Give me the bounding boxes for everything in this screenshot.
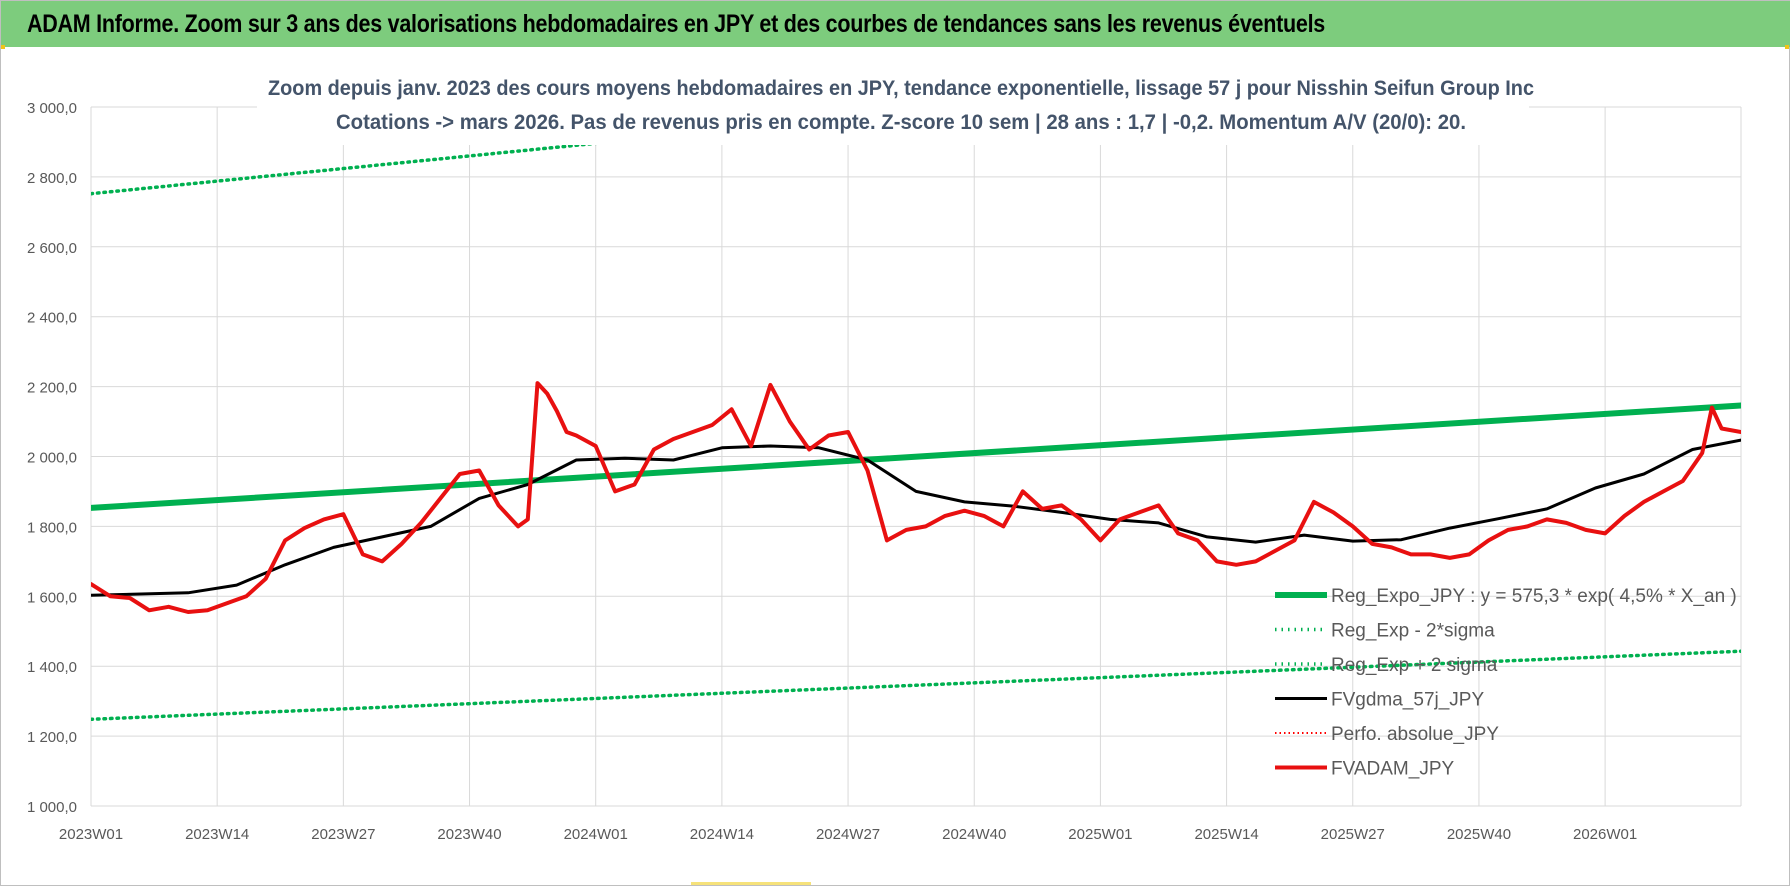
banner-title: ADAM Informe. Zoom sur 3 ans des valoris…	[27, 9, 1326, 38]
corner-marker-right	[1785, 45, 1789, 49]
x-tick-label: 2023W01	[59, 826, 123, 843]
y-tick-label: 3 000,0	[27, 100, 77, 117]
y-tick-label: 2 000,0	[27, 450, 77, 467]
x-tick-label: 2025W01	[1068, 826, 1132, 843]
y-tick-label: 1 200,0	[27, 729, 77, 746]
x-tick-label: 2023W40	[437, 826, 501, 843]
legend-label: Reg_Expo_JPY : y = 575,3 * exp( 4,5% * X…	[1331, 586, 1737, 607]
x-tick-label: 2024W40	[942, 826, 1006, 843]
legend-label: Reg_Exp + 2 sigma	[1331, 655, 1498, 676]
fvgdma-line	[91, 438, 1741, 597]
y-tick-label: 2 600,0	[27, 240, 77, 257]
report-banner: ADAM Informe. Zoom sur 3 ans des valoris…	[1, 1, 1790, 47]
bottom-scroll-marker	[691, 882, 811, 885]
legend-label: Reg_Exp - 2*sigma	[1331, 621, 1495, 642]
legend-label: FVADAM_JPY	[1331, 759, 1455, 780]
x-tick-label: 2024W27	[816, 826, 880, 843]
x-tick-label: 2023W14	[185, 826, 249, 843]
series-lines	[91, 105, 1741, 722]
chart-legend: Reg_Expo_JPY : y = 575,3 * exp( 4,5% * X…	[1275, 586, 1737, 780]
y-axis-labels: 1 000,0 1 200,0 1 400,0 1 600,0 1 800,0 2 000…	[27, 100, 77, 816]
x-axis-labels: 2023W01 2023W14 2023W27 2023W40 2024W01 2024W…	[59, 826, 1637, 843]
chart-title-line: Cotations -> mars 2026. Pas de revenus p…	[336, 111, 1466, 134]
x-tick-label: 2025W14	[1194, 826, 1258, 843]
y-tick-label: 2 200,0	[27, 380, 77, 397]
chart-title-background	[257, 67, 1529, 145]
x-tick-label: 2023W27	[311, 826, 375, 843]
y-tick-label: 2 800,0	[27, 170, 77, 187]
y-tick-label: 1 400,0	[27, 659, 77, 676]
reg-expo-line	[91, 402, 1741, 511]
y-tick-label: 2 400,0	[27, 310, 77, 327]
x-tick-label: 2024W14	[690, 826, 754, 843]
fvadam-line	[91, 381, 1741, 614]
y-tick-label: 1 800,0	[27, 519, 77, 536]
x-tick-label: 2025W27	[1321, 826, 1385, 843]
reg-minus-2sigma-line	[91, 649, 1741, 722]
chart-title-block: Zoom depuis janv. 2023 des cours moyens …	[257, 67, 1534, 145]
corner-marker-left	[1, 45, 5, 49]
y-tick-label: 1 000,0	[27, 799, 77, 816]
y-tick-label: 1 600,0	[27, 589, 77, 606]
x-tick-label: 2026W01	[1573, 826, 1637, 843]
x-tick-label: 2025W40	[1447, 826, 1511, 843]
x-tick-label: 2024W01	[564, 826, 628, 843]
chart-title-line: Zoom depuis janv. 2023 des cours moyens …	[268, 77, 1534, 100]
legend-label: Perfo. absolue_JPY	[1331, 724, 1499, 745]
legend-label: FVgdma_57j_JPY	[1331, 690, 1484, 711]
